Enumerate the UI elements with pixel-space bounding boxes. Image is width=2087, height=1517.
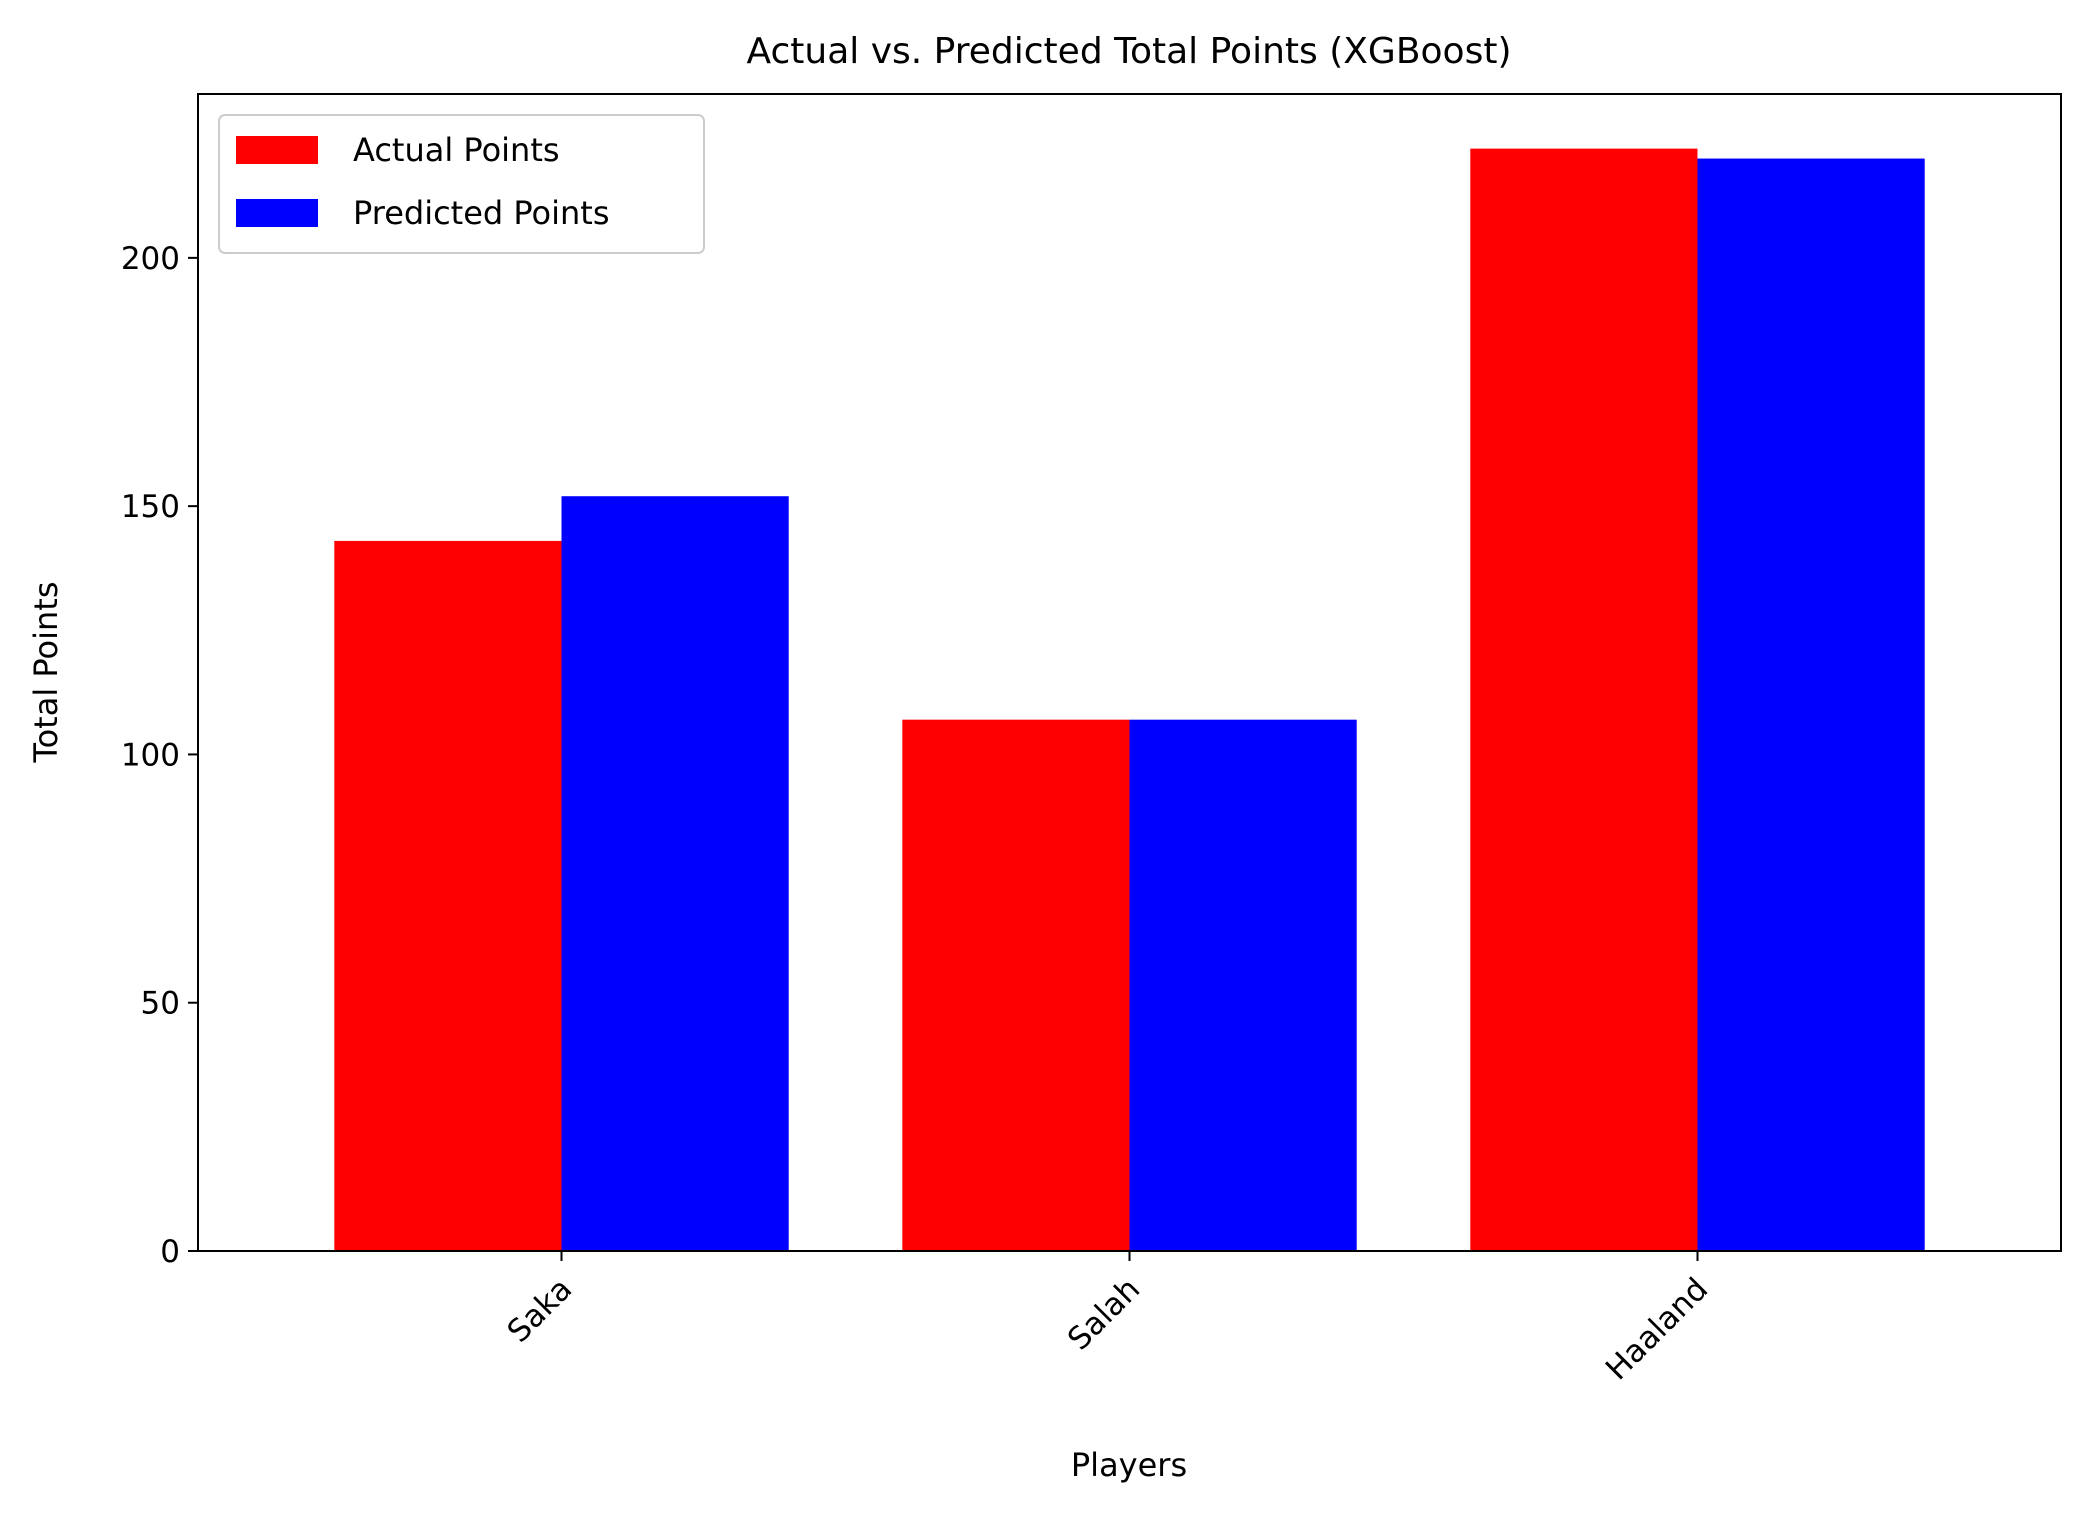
y-axis: 0 50 100 150 200: [121, 241, 198, 1270]
y-tick-label: 200: [121, 241, 180, 277]
legend-swatch-predicted: [236, 199, 318, 227]
bar-saka-actual: [334, 540, 562, 1251]
bar-haaland-predicted: [1697, 158, 1925, 1251]
legend: Actual Points Predicted Points: [218, 114, 705, 254]
x-axis-label: Players: [1071, 1446, 1187, 1484]
legend-label-actual: Actual Points: [353, 131, 560, 169]
bar-salah-predicted: [1129, 719, 1357, 1251]
bars-layer: [334, 148, 1925, 1251]
y-axis-label: Total Points: [27, 581, 65, 763]
bar-saka-predicted: [561, 496, 789, 1251]
bar-haaland-actual: [1470, 148, 1698, 1251]
y-tick-label: 0: [160, 1234, 180, 1270]
chart-title: Actual vs. Predicted Total Points (XGBoo…: [747, 31, 1512, 72]
legend-swatch-actual: [236, 136, 318, 164]
y-tick-label: 100: [121, 737, 180, 773]
y-tick-label: 50: [141, 986, 180, 1022]
y-tick-label: 150: [121, 489, 180, 525]
legend-label-predicted: Predicted Points: [353, 194, 610, 232]
bar-salah-actual: [902, 719, 1130, 1251]
legend-frame: [218, 114, 705, 254]
